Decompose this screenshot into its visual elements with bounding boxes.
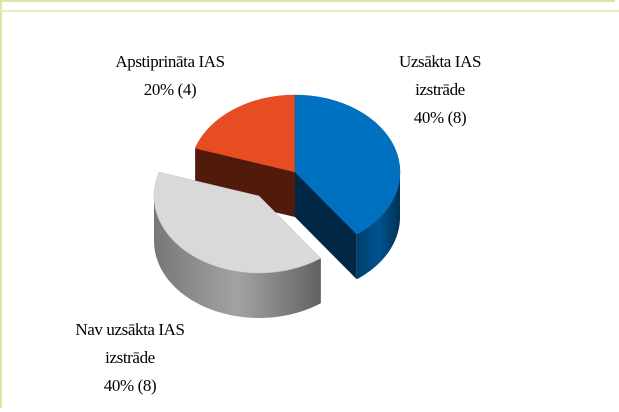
category-label: Apstiprināta IAS <box>115 52 225 71</box>
slice <box>294 94 401 235</box>
value-label: 20% (4) <box>143 80 197 99</box>
slice <box>153 171 322 274</box>
value-label: 40% (8) <box>103 376 157 395</box>
slice-side <box>154 196 321 318</box>
slice-edge <box>195 148 295 217</box>
slice <box>194 94 296 173</box>
slice-label: Uzsākta IAS izstrāde 40% (8) <box>385 48 495 132</box>
frame-top <box>0 10 619 412</box>
value-label: 40% (8) <box>413 108 467 127</box>
slice-side <box>356 172 400 280</box>
category-label: Nav uzsākta IAS izstrāde <box>75 320 185 367</box>
category-label: Uzsākta IAS izstrāde <box>399 52 481 99</box>
slice-edge <box>295 172 357 280</box>
slice-label: Apstiprināta IAS 20% (4) <box>70 48 270 104</box>
slice-label: Nav uzsākta IAS izstrāde 40% (8) <box>55 316 205 400</box>
